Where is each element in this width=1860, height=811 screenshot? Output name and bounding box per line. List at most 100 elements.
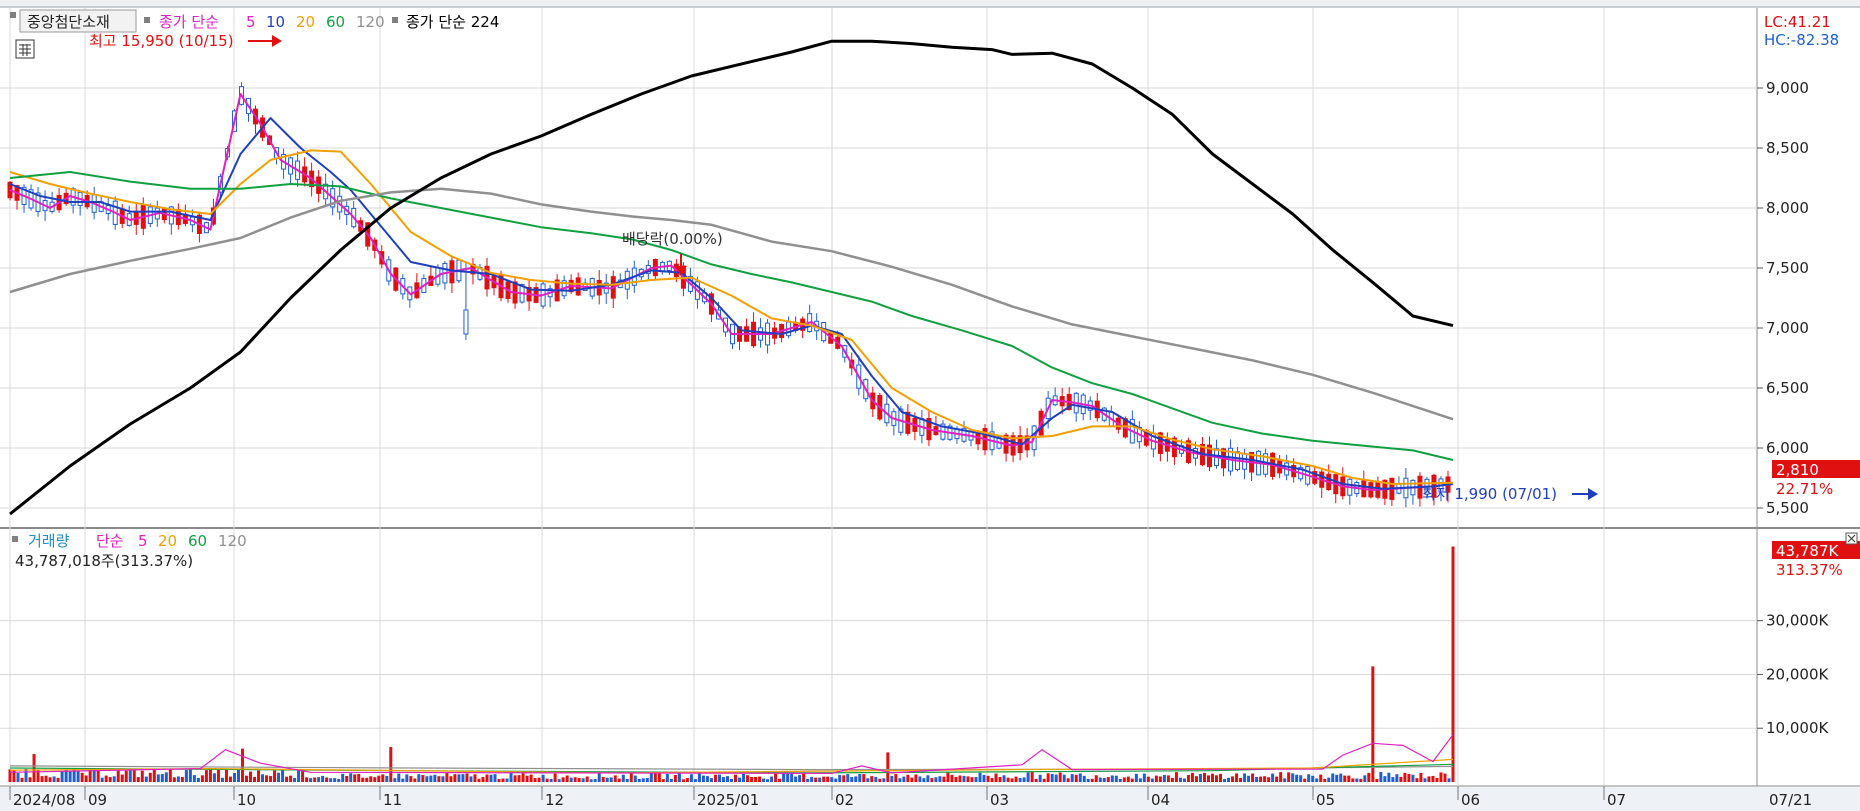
volume-bar xyxy=(84,775,88,782)
price-legend: 중앙첨단소재 종가 단순 5 10 20 60 120 종가 단순 224 xyxy=(10,9,499,59)
volume-bar xyxy=(858,774,862,782)
volume-bar xyxy=(196,777,200,782)
volume-bar xyxy=(513,775,517,782)
x-tick-label: 06 xyxy=(1461,791,1480,809)
volume-bar xyxy=(669,778,673,782)
svg-text:최저 1,990 (07/01): 최저 1,990 (07/01) xyxy=(1422,485,1557,503)
volume-bar xyxy=(497,779,501,782)
volume-bar xyxy=(64,769,68,782)
volume-bar xyxy=(188,768,192,782)
volume-bar xyxy=(313,777,317,782)
volume-bar xyxy=(766,779,770,782)
volume-bar xyxy=(830,777,834,782)
volume-bar xyxy=(525,775,529,782)
volume-bar xyxy=(1243,773,1247,782)
volume-bar xyxy=(649,773,653,782)
volume-bar xyxy=(1030,772,1034,782)
volume-bar xyxy=(301,771,305,782)
volume-bar xyxy=(1178,777,1182,782)
volume-bar xyxy=(148,772,152,782)
volume-bar xyxy=(734,774,738,782)
volume-bar xyxy=(1327,777,1331,782)
volume-bar xyxy=(305,777,309,782)
volume-bar xyxy=(1038,774,1042,782)
volume-bar xyxy=(449,776,453,782)
volume-bar xyxy=(176,776,180,782)
volume-bar xyxy=(754,776,758,782)
ma10-line xyxy=(9,117,1454,490)
volume-bar xyxy=(393,778,397,782)
volume-bar xyxy=(1343,775,1347,782)
ma224-line xyxy=(9,39,1454,516)
volume-bar xyxy=(1383,776,1387,782)
volume-bar xyxy=(942,776,946,782)
volume-bar xyxy=(1058,772,1062,782)
volume-bar xyxy=(1435,777,1439,782)
volume-bar xyxy=(1403,772,1407,782)
dividend-annotation: 배당락(0.00%) xyxy=(622,230,723,276)
volume-bar xyxy=(1227,777,1231,782)
volume-bar xyxy=(1299,775,1303,782)
volume-bar xyxy=(477,778,481,782)
x-tick-label: 11 xyxy=(383,791,402,809)
candle-down xyxy=(463,309,469,335)
stock-name[interactable]: 중앙첨단소재 xyxy=(27,13,110,31)
volume-bar xyxy=(1162,774,1166,782)
ma60-label: 60 xyxy=(326,13,345,31)
ma120-line xyxy=(9,187,1454,421)
volume-bar xyxy=(573,777,577,782)
volume-bar xyxy=(72,768,76,782)
volume-bar xyxy=(1375,778,1379,782)
x-tick-label: 07/21 xyxy=(1769,791,1812,809)
volume-bar xyxy=(1239,777,1243,782)
volume-bar xyxy=(333,778,337,782)
x-tick-label: 09 xyxy=(88,791,107,809)
volume-bar xyxy=(1439,772,1443,782)
volume-bar xyxy=(1279,772,1283,782)
volume-bar xyxy=(725,776,729,782)
volume-bar xyxy=(297,769,301,782)
volume-bar xyxy=(216,768,220,782)
volume-bar xyxy=(1078,773,1082,782)
volume-bar xyxy=(709,778,713,782)
volume-bar xyxy=(786,773,790,782)
volume-bar xyxy=(557,779,561,782)
svg-text:313.37%: 313.37% xyxy=(1776,561,1843,579)
close-icon[interactable] xyxy=(1845,532,1858,545)
volume-bar xyxy=(116,770,120,782)
volume-bar xyxy=(653,772,657,782)
volume-bar xyxy=(136,777,140,782)
volume-bar xyxy=(253,776,257,782)
volume-bar xyxy=(361,777,365,782)
volume-bar xyxy=(1283,778,1287,782)
x-tick-label: 05 xyxy=(1316,791,1335,809)
volume-bar xyxy=(946,772,950,782)
svg-text:배당락(0.00%): 배당락(0.00%) xyxy=(622,230,723,248)
volume-bar xyxy=(1050,773,1054,782)
volume-tick-label: 30,000K xyxy=(1766,612,1829,630)
volume-bar xyxy=(1291,773,1295,782)
volume-bar xyxy=(1134,773,1138,782)
volume-bar xyxy=(565,775,569,782)
volume-bar xyxy=(220,777,224,782)
high-annotation: 최고 15,950 (10/15) xyxy=(89,32,282,50)
top-toolbar-strip xyxy=(0,0,1860,7)
volume-bar xyxy=(160,773,164,782)
vol-ma5-label: 5 xyxy=(138,532,148,550)
volume-bar xyxy=(152,769,156,782)
volume-bar xyxy=(902,776,906,782)
volume-bar xyxy=(473,774,477,782)
volume-bar xyxy=(701,775,705,782)
volume-bar xyxy=(321,775,325,782)
volume-bar xyxy=(429,775,433,782)
volume-bar xyxy=(60,771,64,782)
volume-bar xyxy=(794,776,798,782)
volume-bar xyxy=(1235,773,1239,782)
volume-bar xyxy=(1215,775,1219,782)
volume-bar xyxy=(1351,778,1355,782)
volume-bar xyxy=(774,773,778,782)
calculator-icon[interactable] xyxy=(15,39,35,59)
volume-bar xyxy=(1423,778,1427,782)
volume-bar xyxy=(1158,776,1162,782)
